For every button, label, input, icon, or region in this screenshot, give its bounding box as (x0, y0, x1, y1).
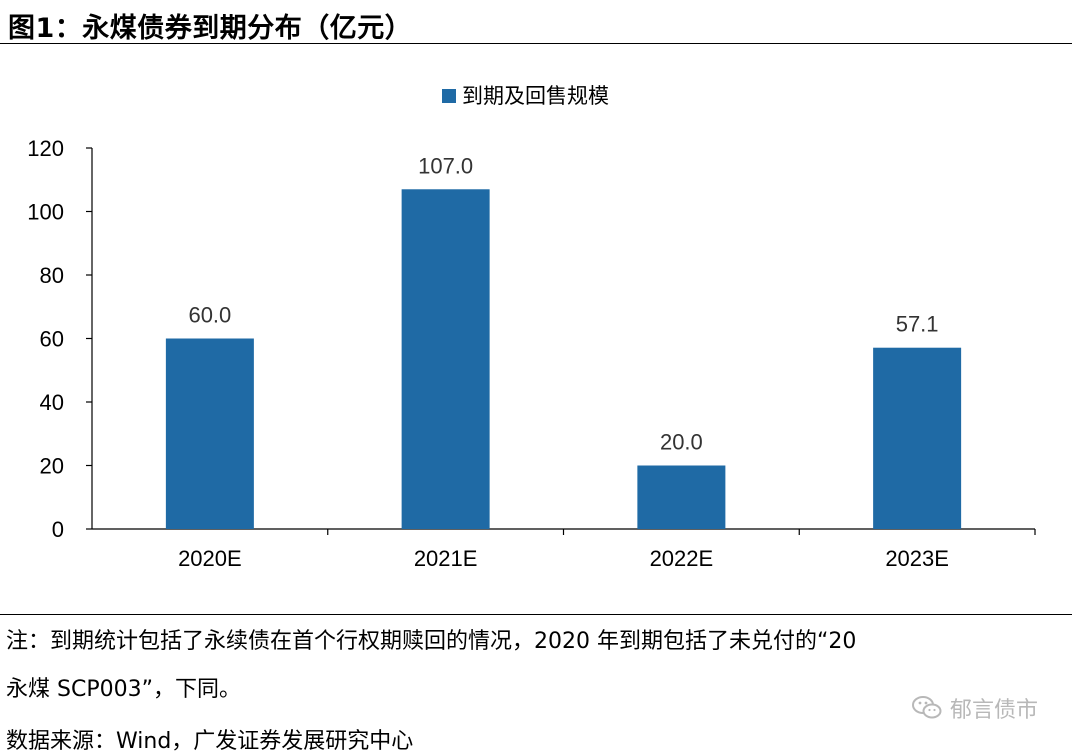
y-tick-label: 80 (40, 263, 64, 288)
legend-label: 到期及回售规模 (462, 85, 609, 108)
bar (873, 347, 962, 529)
watermark: 郁言债市 (911, 692, 1038, 724)
x-tick-label: 2021E (414, 546, 478, 571)
footnote-line-1: 注：到期统计包括了永续债在首个行权期赎回的情况，2020 年到期包括了未兑付的“… (6, 629, 857, 654)
y-tick-label: 120 (27, 136, 64, 161)
y-tick-label: 20 (40, 454, 64, 479)
footer-divider (0, 614, 1072, 615)
y-tick-label: 0 (52, 517, 64, 542)
y-tick-label: 60 (40, 327, 64, 352)
x-tick-label: 2022E (650, 546, 714, 571)
y-tick-label: 100 (27, 200, 64, 225)
data-label: 57.1 (896, 312, 939, 337)
x-tick-label: 2023E (885, 546, 949, 571)
legend-swatch (442, 89, 456, 103)
figure-title: 图1：永煤债券到期分布（亿元） (8, 13, 413, 44)
footnote-line-2: 永煤 SCP003”，下同。 (6, 677, 241, 702)
data-label: 20.0 (660, 430, 703, 455)
title-divider (0, 43, 1072, 44)
data-label: 107.0 (418, 153, 473, 178)
bar (401, 189, 490, 529)
bar (165, 338, 254, 529)
data-label: 60.0 (188, 303, 231, 328)
bar-chart: 到期及回售规模 0 20 40 60 80 100 120 60.0 2020E 107.0 2021… (27, 85, 1036, 571)
y-tick-label: 40 (40, 390, 64, 415)
data-source: 数据来源：Wind，广发证券发展研究中心 (6, 729, 414, 754)
watermark-text: 郁言债市 (949, 698, 1038, 723)
bar (637, 465, 726, 529)
wechat-icon (911, 696, 942, 719)
x-tick-label: 2020E (178, 546, 242, 571)
